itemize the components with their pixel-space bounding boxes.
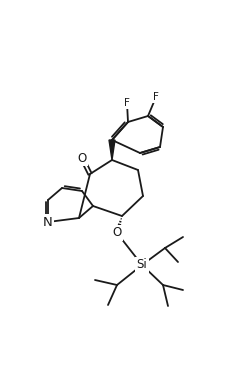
Text: O: O bbox=[112, 227, 122, 240]
Text: F: F bbox=[153, 92, 159, 102]
Text: N: N bbox=[43, 215, 53, 228]
Polygon shape bbox=[109, 140, 115, 160]
Text: F: F bbox=[124, 98, 130, 108]
Text: O: O bbox=[77, 152, 87, 164]
Text: Si: Si bbox=[137, 258, 147, 271]
